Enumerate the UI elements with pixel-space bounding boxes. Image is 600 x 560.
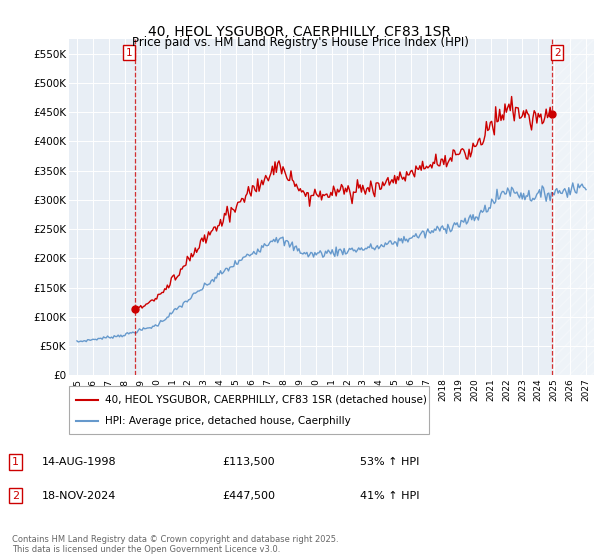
Text: 2: 2 xyxy=(12,491,19,501)
Text: 1: 1 xyxy=(125,48,132,58)
Bar xyxy=(553,39,600,375)
Text: 41% ↑ HPI: 41% ↑ HPI xyxy=(360,491,419,501)
Text: Contains HM Land Registry data © Crown copyright and database right 2025.
This d: Contains HM Land Registry data © Crown c… xyxy=(12,535,338,554)
Text: 14-AUG-1998: 14-AUG-1998 xyxy=(42,457,116,467)
Text: 2: 2 xyxy=(554,48,560,58)
Text: 53% ↑ HPI: 53% ↑ HPI xyxy=(360,457,419,467)
Text: £447,500: £447,500 xyxy=(222,491,275,501)
Text: Price paid vs. HM Land Registry's House Price Index (HPI): Price paid vs. HM Land Registry's House … xyxy=(131,36,469,49)
FancyBboxPatch shape xyxy=(69,386,429,434)
Text: 18-NOV-2024: 18-NOV-2024 xyxy=(42,491,116,501)
Text: 1: 1 xyxy=(12,457,19,467)
Text: 40, HEOL YSGUBOR, CAERPHILLY, CF83 1SR: 40, HEOL YSGUBOR, CAERPHILLY, CF83 1SR xyxy=(148,25,452,39)
Text: HPI: Average price, detached house, Caerphilly: HPI: Average price, detached house, Caer… xyxy=(105,416,351,426)
Text: 40, HEOL YSGUBOR, CAERPHILLY, CF83 1SR (detached house): 40, HEOL YSGUBOR, CAERPHILLY, CF83 1SR (… xyxy=(105,395,427,405)
Text: £113,500: £113,500 xyxy=(222,457,275,467)
